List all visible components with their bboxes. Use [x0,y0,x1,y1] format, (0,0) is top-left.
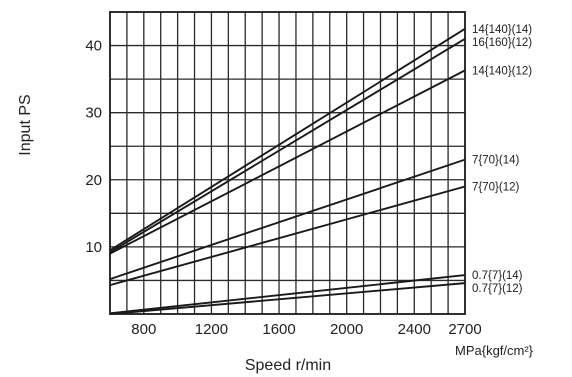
y-axis-label: Input PS [17,94,34,155]
series-labels: 14{140}(14)16{160}(12) 14{140}(12) 7{70}(1… [472,24,532,295]
y-tick-label: 40 [85,38,102,55]
x-tick-label: 2400 [398,321,431,338]
x-tick-label: 1200 [195,321,228,338]
unit-label: MPa{kgf/cm²} [455,343,534,358]
y-axis-ticks: 10 20 30 40 [85,38,102,256]
x-tick-label: 2000 [330,321,363,338]
x-axis-ticks: 800 1200 1600 2000 2400 2700 [131,321,481,338]
y-tick-label: 20 [85,172,102,189]
x-axis-label: Speed r/min [245,357,331,374]
series-label: 14{140}(14) [472,24,532,36]
series-label: 0.7{7}(12) [472,283,523,295]
x-tick-label: 800 [131,321,156,338]
x-tick-label: 1600 [262,321,295,338]
series-label: 7{70}(14) [472,155,519,167]
series-line [109,38,466,254]
series-label: 16{160}(12) [472,37,532,49]
y-tick-label: 10 [85,239,102,256]
series-line [109,27,466,252]
plot-frame [109,11,466,315]
y-tick-label: 30 [85,105,102,122]
series-line [109,282,466,315]
series-lines [109,27,466,315]
series-label: 0.7{7}(14) [472,270,523,282]
series-line [109,69,466,255]
series-label: 14{140}(12) [472,65,532,77]
series-line [109,274,466,315]
x-tick-label: 2700 [448,321,481,338]
series-line [109,158,466,281]
series-line [109,185,466,287]
series-label: 7{70}(12) [472,181,519,193]
